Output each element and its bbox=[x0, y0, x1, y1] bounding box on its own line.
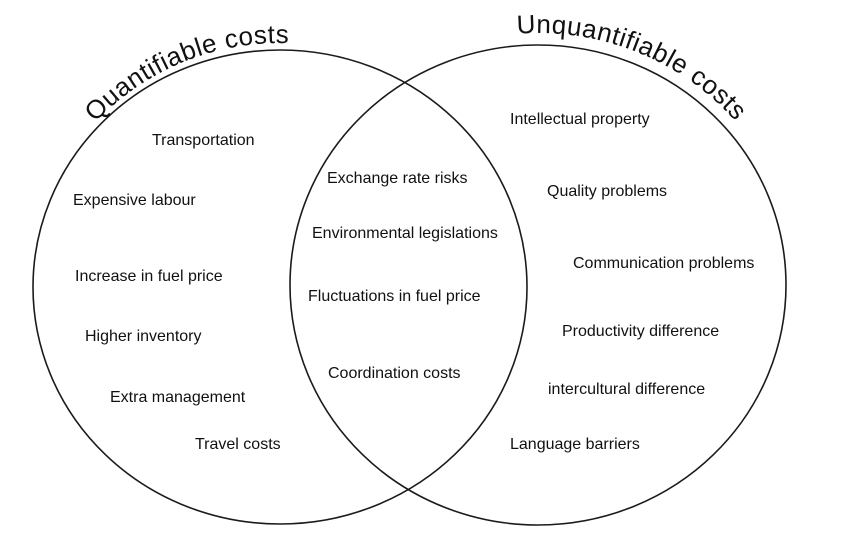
venn-item-fluctuations-in-fuel-price: Fluctuations in fuel price bbox=[308, 288, 481, 305]
venn-item-extra-management: Extra management bbox=[110, 389, 246, 406]
venn-item-productivity-difference: Productivity difference bbox=[562, 323, 720, 340]
venn-item-transportation: Transportation bbox=[152, 132, 255, 149]
venn-item-coordination-costs: Coordination costs bbox=[328, 365, 461, 382]
venn-item-increase-in-fuel-price: Increase in fuel price bbox=[75, 268, 223, 285]
right-circle-title-text: Unquantifiable costs bbox=[516, 9, 753, 126]
venn-item-language-barriers: Language barriers bbox=[510, 436, 640, 453]
venn-item-quality-problems: Quality problems bbox=[547, 183, 668, 200]
venn-item-intellectual-property: Intellectual property bbox=[510, 111, 650, 128]
venn-item-communication-problems: Communication problems bbox=[573, 255, 755, 272]
venn-item-intercultural-difference: intercultural difference bbox=[548, 381, 706, 398]
right-circle-outline bbox=[289, 44, 787, 526]
left-circle-outline bbox=[32, 49, 528, 525]
venn-item-expensive-labour: Expensive labour bbox=[73, 192, 196, 209]
venn-item-exchange-rate-risks: Exchange rate risks bbox=[327, 170, 468, 187]
venn-item-environmental-legislations: Environmental legislations bbox=[312, 225, 498, 242]
right-circle-title: Unquantifiable costs bbox=[516, 9, 753, 126]
left-circle-title: Quantifiable costs bbox=[78, 19, 289, 127]
left-circle-title-text: Quantifiable costs bbox=[78, 19, 288, 127]
venn-item-travel-costs: Travel costs bbox=[195, 436, 281, 453]
venn-item-higher-inventory: Higher inventory bbox=[85, 328, 202, 345]
